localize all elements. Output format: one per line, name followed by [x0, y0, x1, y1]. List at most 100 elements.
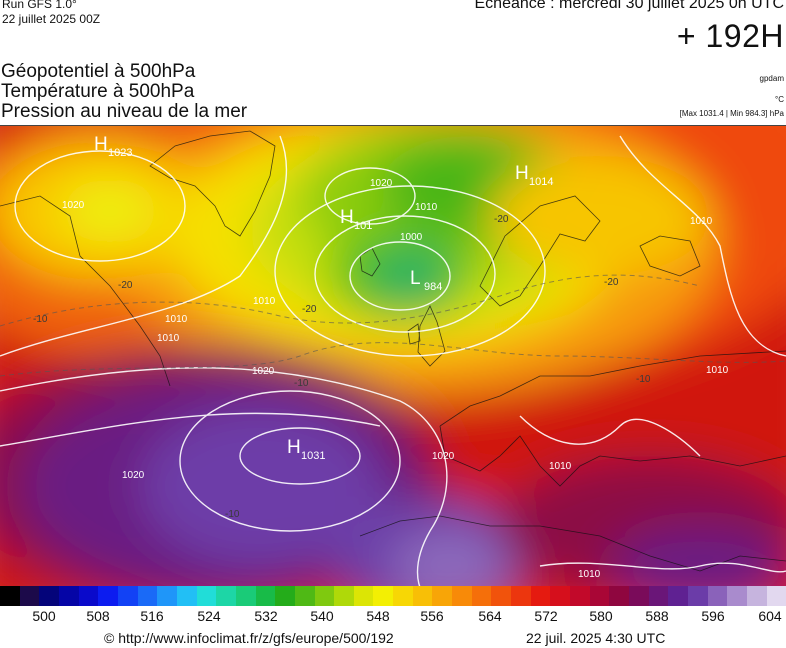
- temperature-label: -20: [604, 277, 619, 288]
- temperature-label: -20: [494, 214, 509, 225]
- param-pressure: Pression au niveau de la mer: [1, 101, 248, 122]
- pressure-center-high: H 1014: [515, 163, 553, 188]
- isobar-label: 1010: [549, 461, 572, 472]
- pressure-center-letter: H: [287, 437, 301, 458]
- color-swatch: [196, 586, 217, 606]
- color-swatch: [294, 586, 315, 606]
- scale-tick-label: 572: [534, 608, 558, 624]
- color-swatch: [393, 586, 413, 606]
- temperature-labels: -20 -20 -20 -20 -10 -10 -10 -10: [33, 214, 651, 520]
- pressure-center-letter: H: [515, 163, 529, 184]
- color-swatch: [550, 586, 571, 606]
- color-swatch: [137, 586, 158, 606]
- isobar-labels: 1020 1020 1010 1000 1010 1010 1010 1020 1020 1020…: [62, 178, 729, 580]
- color-swatch: [511, 586, 531, 606]
- scale-tick-label: 548: [366, 608, 390, 624]
- color-swatch: [589, 586, 610, 606]
- color-swatch: [19, 586, 40, 606]
- pressure-center-letter: H: [340, 207, 354, 228]
- color-swatch: [58, 586, 79, 606]
- isobar-label: 1010: [165, 314, 188, 325]
- credit-url: © http://www.infoclimat.fr/z/gfs/europe/…: [104, 630, 394, 646]
- scale-tick-label: 580: [589, 608, 613, 624]
- scale-tick-label: 500: [32, 608, 56, 624]
- color-swatch: [629, 586, 649, 606]
- isobar-label: 1010: [578, 569, 601, 580]
- coastlines: [0, 130, 786, 572]
- run-date: 22 juillet 2025 00Z: [2, 12, 101, 26]
- color-swatch: [373, 586, 394, 606]
- color-swatch: [471, 586, 492, 606]
- param-geopotential: Géopotentiel à 500hPa: [1, 61, 196, 82]
- isobar-label: 1010: [253, 296, 276, 307]
- color-swatch: [412, 586, 433, 606]
- isobar-label: 1020: [432, 451, 455, 462]
- color-swatch: [353, 586, 374, 606]
- scale-tick-label: 604: [758, 608, 782, 624]
- scale-tick-label: 564: [478, 608, 502, 624]
- scale-tick-label: 532: [254, 608, 278, 624]
- color-swatch: [216, 586, 236, 606]
- isobar-label: 1010: [415, 202, 438, 213]
- color-swatch: [98, 586, 118, 606]
- color-swatch: [275, 586, 295, 606]
- pressure-center-high: H 1031: [287, 437, 325, 462]
- temperature-label: -10: [636, 374, 651, 385]
- unit-celsius: °C: [775, 95, 784, 104]
- pressure-center-value: 1031: [301, 450, 325, 462]
- color-swatch: [432, 586, 453, 606]
- pressure-center-high: H 1023: [94, 134, 132, 159]
- isobars: [0, 135, 786, 587]
- color-swatch: [39, 586, 59, 606]
- scale-tick-label: 588: [645, 608, 669, 624]
- color-swatch: [570, 586, 590, 606]
- isobar-label: 1020: [252, 366, 275, 377]
- forecast-hour: + 192H: [676, 18, 784, 54]
- pressure-range: [Max 1031.4 | Min 984.3] hPa: [679, 109, 784, 118]
- color-swatch: [235, 586, 256, 606]
- unit-gpdam: gpdam: [759, 74, 784, 83]
- color-swatch: [78, 586, 99, 606]
- pressure-center-value: 1014: [529, 176, 553, 188]
- pressure-center-high: H 101: [340, 207, 372, 232]
- isobar-label: 1010: [690, 216, 713, 227]
- color-swatch: [609, 586, 629, 606]
- temperature-label: -10: [294, 378, 309, 389]
- isobar-label: 1020: [370, 178, 393, 189]
- color-swatch: [668, 586, 688, 606]
- color-swatch: [117, 586, 138, 606]
- isobar-label: 1020: [62, 200, 85, 211]
- pressure-center-value: 1023: [108, 147, 132, 159]
- color-swatch: [727, 586, 747, 606]
- color-swatch: [648, 586, 669, 606]
- timestamp: 22 juil. 2025 4:30 UTC: [526, 630, 666, 646]
- isobar-label: 1010: [706, 365, 729, 376]
- color-swatch: [255, 586, 276, 606]
- pressure-center-value: 984: [424, 281, 442, 293]
- scale-tick-label: 516: [140, 608, 164, 624]
- temperature-label: -10: [33, 314, 48, 325]
- temperature-label: -20: [302, 304, 317, 315]
- scale-tick-label: 524: [197, 608, 221, 624]
- color-swatch: [157, 586, 177, 606]
- color-swatch: [491, 586, 512, 606]
- echeance-label: Echéance : mercredi 30 juillet 2025 0h U…: [474, 0, 785, 12]
- param-temperature: Température à 500hPa: [1, 81, 195, 102]
- run-label: Run GFS 1.0°: [2, 0, 77, 11]
- color-swatch: [176, 586, 197, 606]
- pressure-center-low: L 984: [410, 268, 442, 293]
- temperature-label: -10: [225, 509, 240, 520]
- scale-tick-label: 596: [701, 608, 725, 624]
- color-swatch: [0, 586, 20, 606]
- color-swatch: [530, 586, 551, 606]
- isobar-label: 1020: [122, 470, 145, 481]
- color-swatch: [334, 586, 354, 606]
- isobar-label: 1000: [400, 232, 423, 243]
- color-scale: [0, 586, 786, 606]
- temperature-contours: [0, 274, 786, 377]
- temperature-label: -20: [118, 280, 133, 291]
- color-swatch: [766, 586, 786, 606]
- scale-tick-label: 556: [420, 608, 444, 624]
